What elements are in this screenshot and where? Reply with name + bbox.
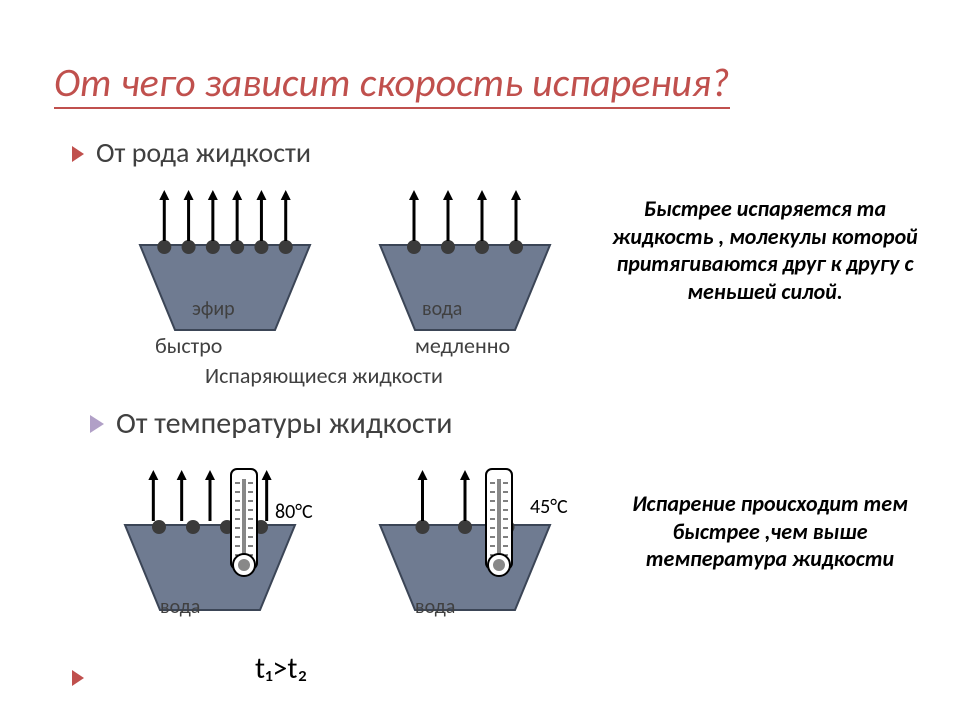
thermometer-hot [225,465,263,590]
vessel-ether-label: эфир [192,297,235,321]
vessel-warm-label: вода [415,595,455,619]
bullet-1-text: От рода жидкости [96,135,311,170]
title-text: От чего зависит скорость испарения? [54,58,730,109]
caption-slow: медленно [415,332,510,359]
formula: t₁>t₂ [255,650,308,687]
vessel-water-1-label: вода [422,297,462,321]
slide-title: От чего зависит скорость испарения? [54,58,730,107]
vessel-warm [370,460,560,620]
vessel-hot [115,460,305,620]
temp-hot: 80°C [275,500,313,524]
stray-bullet-icon [72,670,86,691]
bullet-2: От температуры жидкости [90,405,452,442]
temp-warm: 45°C [530,495,568,519]
vessel-hot-label: вода [160,595,200,619]
bullet-arrow-icon [72,135,86,170]
caption-fast: быстро [155,332,222,359]
vessel-water-1 [370,180,560,340]
slide: От чего зависит скорость испарения? От р… [0,0,960,720]
bullet-1: От рода жидкости [72,135,311,170]
bullet-2-text: От температуры жидкости [116,405,452,442]
side-text-1: Быстрее испаряется та жидкость , молекул… [610,195,920,305]
side-text-2: Испарение происходит тем быстрее ,чем вы… [620,490,920,573]
caption-bottom: Испаряющиеся жидкости [205,362,443,389]
thermometer-warm [480,465,518,590]
bullet-arrow-icon-2 [90,405,106,442]
